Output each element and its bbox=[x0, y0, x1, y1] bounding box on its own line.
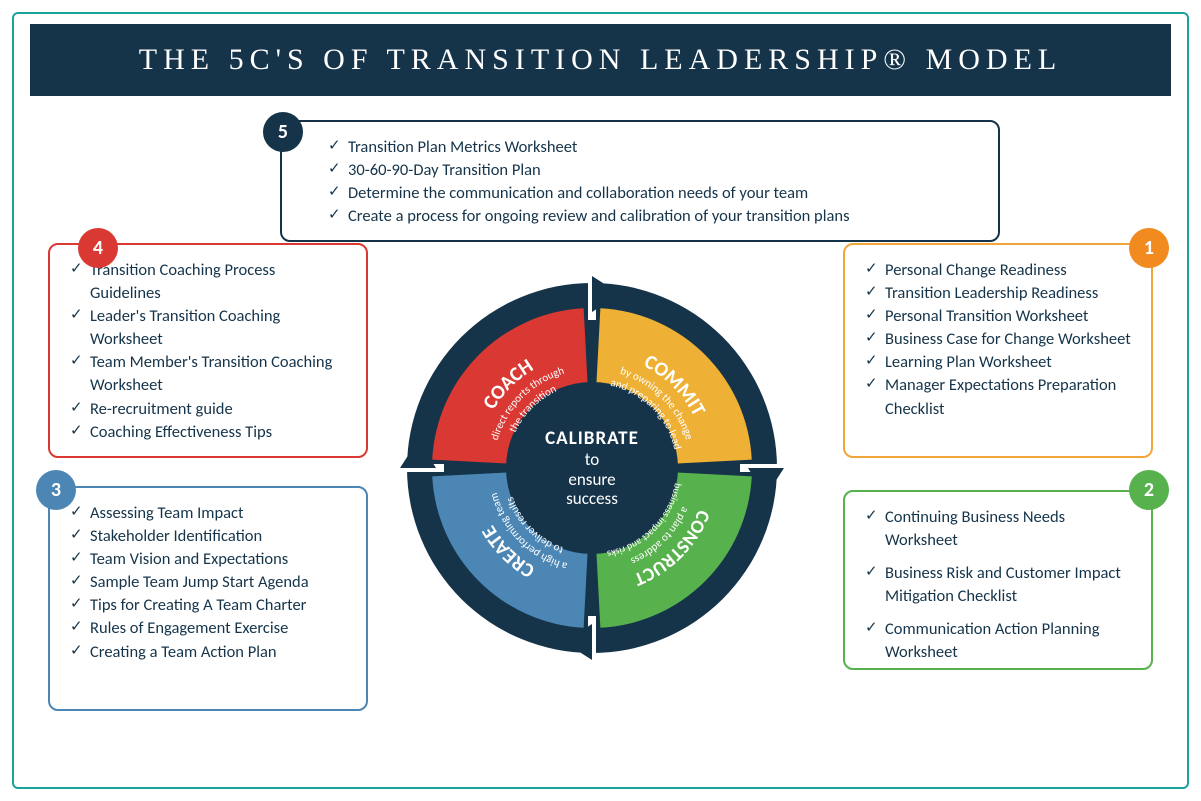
center-line-2: to bbox=[585, 450, 600, 470]
card-create: Assessing Team ImpactStakeholder Identif… bbox=[48, 486, 368, 711]
center-line-3: ensure bbox=[568, 470, 615, 490]
list-item: Determine the communication and collabor… bbox=[328, 182, 980, 205]
title-bar: THE 5C'S OF TRANSITION LEADERSHIP® MODEL bbox=[30, 24, 1171, 96]
page-title: THE 5C'S OF TRANSITION LEADERSHIP® MODEL bbox=[139, 43, 1063, 77]
center-line-4: success bbox=[566, 489, 618, 509]
card-construct-list: Continuing Business Needs Worksheet Busin… bbox=[865, 506, 1133, 665]
list-item: Leader's Transition Coaching Worksheet bbox=[70, 305, 348, 351]
list-item: Manager Expectations Preparation Checkli… bbox=[865, 374, 1133, 420]
card-coach-list: Transition Coaching Process GuidelinesLe… bbox=[70, 259, 348, 444]
badge-3: 3 bbox=[36, 470, 76, 510]
list-item: Communication Action Planning Worksheet bbox=[865, 618, 1133, 664]
cycle-wheel: COMMIT by owning the change and preparin… bbox=[392, 268, 792, 668]
list-item: Transition Coaching Process Guidelines bbox=[70, 259, 348, 305]
list-item: Sample Team Jump Start Agenda bbox=[70, 571, 348, 594]
card-create-list: Assessing Team ImpactStakeholder Identif… bbox=[70, 502, 348, 664]
list-item: Team Vision and Expectations bbox=[70, 548, 348, 571]
card-coach: Transition Coaching Process GuidelinesLe… bbox=[48, 243, 368, 458]
card-calibrate: Transition Plan Metrics Worksheet30-60-9… bbox=[280, 120, 1000, 242]
card-commit: Personal Change ReadinessTransition Lead… bbox=[843, 243, 1153, 458]
list-item: Transition Plan Metrics Worksheet bbox=[328, 136, 980, 159]
list-item: Stakeholder Identification bbox=[70, 525, 348, 548]
badge-2: 2 bbox=[1129, 470, 1169, 510]
list-item: Creating a Team Action Plan bbox=[70, 641, 348, 664]
list-item: Business Case for Change Worksheet bbox=[865, 328, 1133, 351]
list-item: Assessing Team Impact bbox=[70, 502, 348, 525]
badge-4: 4 bbox=[78, 228, 118, 268]
center-calibrate: CALIBRATE to ensure success bbox=[518, 394, 666, 542]
list-item: Personal Change Readiness bbox=[865, 259, 1133, 282]
list-item: Re-recruitment guide bbox=[70, 398, 348, 421]
center-title: CALIBRATE bbox=[545, 427, 639, 450]
list-item: Learning Plan Worksheet bbox=[865, 351, 1133, 374]
badge-1: 1 bbox=[1129, 228, 1169, 268]
card-commit-list: Personal Change ReadinessTransition Lead… bbox=[865, 259, 1133, 421]
list-item: Continuing Business Needs Worksheet bbox=[865, 506, 1133, 552]
list-item: Create a process for ongoing review and … bbox=[328, 205, 980, 228]
list-item: Transition Leadership Readiness bbox=[865, 282, 1133, 305]
list-item: Personal Transition Worksheet bbox=[865, 305, 1133, 328]
list-item: Business Risk and Customer Impact Mitiga… bbox=[865, 562, 1133, 608]
list-item: Coaching Effectiveness Tips bbox=[70, 421, 348, 444]
list-item: 30-60-90-Day Transition Plan bbox=[328, 159, 980, 182]
list-item: Tips for Creating A Team Charter bbox=[70, 594, 348, 617]
card-construct: Continuing Business Needs Worksheet Busin… bbox=[843, 490, 1153, 670]
badge-5: 5 bbox=[263, 112, 303, 152]
list-item: Team Member's Transition Coaching Worksh… bbox=[70, 351, 348, 397]
list-item: Rules of Engagement Exercise bbox=[70, 617, 348, 640]
card-calibrate-list: Transition Plan Metrics Worksheet30-60-9… bbox=[328, 136, 980, 228]
